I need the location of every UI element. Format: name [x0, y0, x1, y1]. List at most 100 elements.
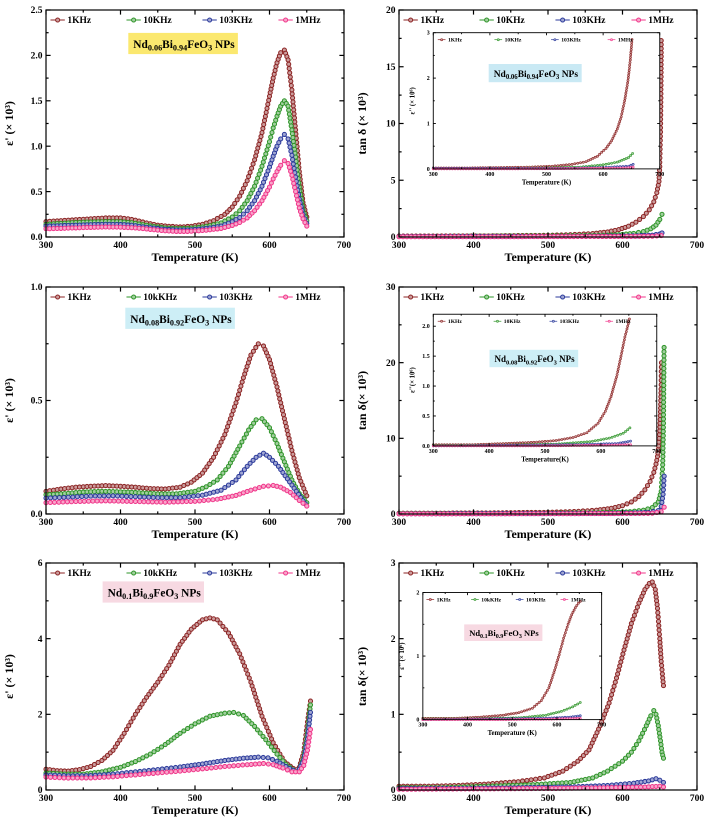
- legend-label: 1MHz: [295, 16, 320, 26]
- marker: [216, 442, 222, 449]
- legend-marker-icon: [207, 294, 213, 300]
- marker: [626, 76, 630, 80]
- x-tick-label: 300: [428, 172, 437, 178]
- marker: [661, 344, 667, 350]
- marker: [249, 165, 255, 171]
- panel-tandelta-nd008: 300 400 500 600 700 0 10 20 30 Temperature (K) tan…: [355, 283, 704, 541]
- marker: [660, 441, 666, 447]
- marker: [616, 367, 620, 371]
- marker: [630, 152, 634, 155]
- marker: [609, 139, 613, 143]
- marker: [625, 327, 628, 330]
- marker: [257, 452, 263, 458]
- marker: [137, 493, 143, 500]
- marker: [612, 763, 618, 770]
- marker: [278, 162, 284, 168]
- marker: [74, 775, 80, 781]
- legend-entry-1KHz: 1KHz: [50, 293, 91, 303]
- marker: [623, 332, 627, 336]
- marker: [585, 430, 588, 434]
- marker: [573, 606, 577, 610]
- marker: [269, 130, 275, 136]
- legend-marker-icon: [559, 17, 565, 23]
- marker: [661, 473, 667, 479]
- marker: [617, 362, 621, 366]
- marker: [602, 411, 605, 415]
- marker: [564, 163, 568, 167]
- marker: [637, 784, 643, 790]
- marker: [278, 136, 284, 142]
- x-tick-label: 400: [466, 241, 480, 251]
- legend-marker-icon: [428, 598, 432, 602]
- marker: [557, 653, 561, 657]
- marker: [260, 483, 267, 489]
- marker: [612, 785, 618, 791]
- marker: [159, 770, 165, 776]
- marker: [110, 774, 116, 780]
- marker: [291, 180, 297, 186]
- marker: [91, 762, 97, 768]
- marker: [286, 107, 292, 113]
- marker: [624, 91, 627, 95]
- marker: [548, 439, 552, 443]
- marker: [207, 481, 213, 487]
- marker: [601, 149, 605, 152]
- marker: [81, 498, 87, 504]
- marker: [140, 755, 146, 761]
- marker: [599, 150, 603, 154]
- marker: [615, 433, 619, 437]
- marker: [565, 708, 568, 711]
- marker: [659, 457, 665, 463]
- marker: [61, 494, 67, 500]
- marker: [239, 379, 245, 385]
- sample-label: Nd0.1Bi0.9FeO3 NPs: [108, 588, 202, 602]
- marker: [587, 429, 591, 432]
- marker: [659, 466, 665, 472]
- legend-marker-icon: [207, 17, 213, 23]
- marker: [620, 110, 624, 113]
- x-tick-label: 300: [391, 241, 405, 251]
- marker: [231, 710, 237, 716]
- marker: [223, 466, 229, 472]
- marker: [263, 151, 269, 157]
- marker: [556, 656, 560, 659]
- marker: [256, 171, 262, 177]
- legend-marker-icon: [407, 294, 413, 300]
- legend-label: 1KHz: [436, 598, 450, 604]
- marker: [606, 700, 612, 706]
- marker: [106, 774, 112, 780]
- marker: [289, 172, 295, 178]
- marker: [255, 175, 261, 181]
- marker: [660, 477, 666, 483]
- marker: [529, 440, 532, 444]
- marker: [615, 160, 619, 164]
- sample-label: Nd0.06Bi0.94FeO3 NPs: [493, 70, 578, 81]
- marker: [610, 137, 614, 140]
- marker: [530, 707, 534, 710]
- marker: [259, 130, 265, 136]
- marker: [617, 659, 623, 665]
- marker: [523, 440, 527, 444]
- marker: [629, 45, 633, 49]
- x-tick-label: 600: [262, 518, 276, 528]
- marker: [285, 57, 291, 63]
- marker: [582, 440, 585, 444]
- marker: [595, 154, 599, 158]
- marker: [269, 457, 276, 463]
- legend-marker-icon: [553, 38, 556, 42]
- marker: [286, 61, 292, 67]
- marker: [628, 56, 632, 59]
- legend-marker-icon: [407, 570, 413, 576]
- sample-label: Nd0.08Bi0.92FeO3 NPs: [494, 354, 575, 366]
- x-tick-label: 500: [188, 241, 202, 251]
- marker: [64, 498, 70, 505]
- marker: [237, 387, 243, 393]
- marker: [629, 40, 633, 44]
- marker: [658, 211, 665, 217]
- marker: [534, 703, 538, 707]
- marker: [241, 663, 248, 669]
- sample-label-bg: [488, 63, 582, 83]
- legend-marker-icon: [496, 38, 500, 42]
- legend-label: 103KHz: [572, 570, 605, 580]
- marker: [56, 775, 62, 781]
